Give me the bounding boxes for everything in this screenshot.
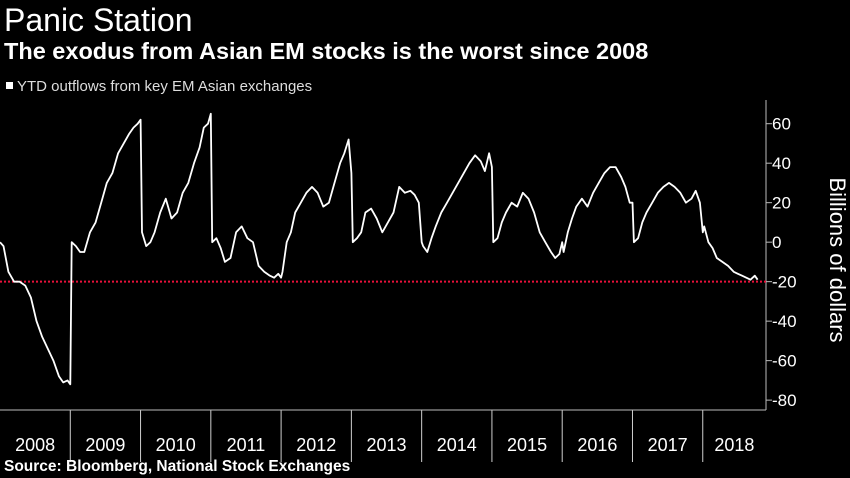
y-tick-label: -80 (772, 391, 797, 410)
x-tick-label: 2012 (296, 435, 336, 455)
series-line (0, 112, 759, 386)
y-tick-label: 40 (772, 154, 791, 173)
y-axis-ticks: 60 40 20 0 -20 -40 -60 -80 (766, 115, 797, 410)
chart-subtitle: The exodus from Asian EM stocks is the w… (4, 38, 649, 64)
y-tick-label: 60 (772, 115, 791, 134)
y-tick-label: -40 (772, 312, 797, 331)
y-tick-label: -20 (772, 273, 797, 292)
x-tick-label: 2015 (507, 435, 547, 455)
chart-title: Panic Station (4, 2, 193, 38)
x-tick-label: 2017 (648, 435, 688, 455)
y-tick-label: -60 (772, 352, 797, 371)
legend: YTD outflows from key EM Asian exchanges (6, 78, 312, 96)
y-tick-label: 20 (772, 194, 791, 213)
x-tick-label: 2011 (227, 435, 266, 455)
year-separators (69, 410, 704, 462)
x-tick-label: 2014 (437, 435, 477, 455)
x-tick-label: 2009 (85, 435, 125, 455)
x-axis-tick-labels: 2008 2009 2010 2011 2012 2013 2014 2015 2016 2017… (15, 435, 754, 455)
y-tick-label: 0 (772, 233, 781, 252)
x-tick-label: 2016 (577, 435, 617, 455)
y-axis-label: Billions of dollars (825, 177, 850, 342)
source-note: Source: Bloomberg, National Stock Exchan… (4, 458, 351, 475)
legend-label: YTD outflows from key EM Asian exchanges (17, 78, 313, 95)
x-tick-label: 2008 (15, 435, 55, 455)
x-tick-label: 2013 (366, 435, 406, 455)
legend-swatch (6, 82, 13, 89)
x-tick-label: 2010 (156, 435, 196, 455)
x-tick-label: 2018 (714, 435, 754, 455)
